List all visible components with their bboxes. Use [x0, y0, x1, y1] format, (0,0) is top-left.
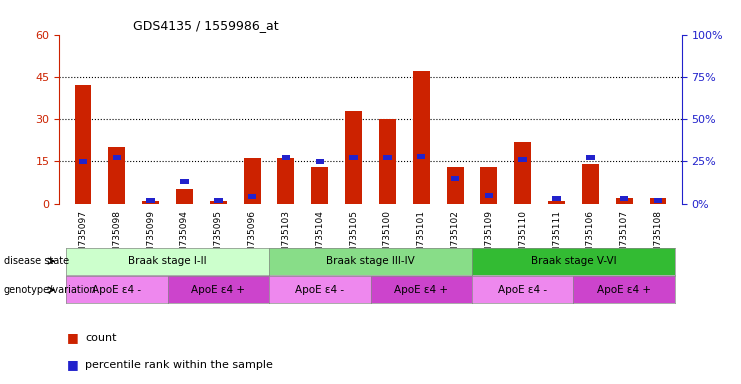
Bar [176, 189, 193, 204]
Bar [514, 142, 531, 204]
Bar [582, 164, 599, 204]
Bar [650, 198, 666, 204]
Bar [142, 201, 159, 204]
Bar [113, 156, 121, 161]
Text: genotype/variation: genotype/variation [4, 285, 96, 295]
Bar [210, 201, 227, 204]
Bar [383, 156, 392, 161]
Text: disease state: disease state [4, 256, 69, 266]
Bar [349, 156, 358, 161]
Bar [552, 196, 561, 201]
Bar [316, 159, 324, 164]
Text: ApoE ε4 -: ApoE ε4 - [92, 285, 142, 295]
Bar [244, 159, 261, 204]
Text: Braak stage III-IV: Braak stage III-IV [326, 256, 415, 266]
Bar [214, 198, 222, 203]
Bar [413, 71, 430, 204]
Bar [108, 147, 125, 204]
Bar [485, 192, 493, 198]
Bar [277, 159, 294, 204]
Bar [417, 154, 425, 159]
Bar [620, 196, 628, 201]
Bar [548, 201, 565, 204]
Text: ApoE ε4 +: ApoE ε4 + [597, 285, 651, 295]
Bar [282, 156, 290, 161]
Text: ApoE ε4 -: ApoE ε4 - [295, 285, 345, 295]
Bar [379, 119, 396, 204]
Text: percentile rank within the sample: percentile rank within the sample [85, 360, 273, 370]
Bar [345, 111, 362, 204]
Bar [519, 157, 527, 162]
Text: ApoE ε4 +: ApoE ε4 + [394, 285, 448, 295]
Bar [180, 179, 189, 184]
Bar [654, 198, 662, 203]
Text: ApoE ε4 +: ApoE ε4 + [191, 285, 245, 295]
Text: ■: ■ [67, 358, 79, 371]
Bar [147, 198, 155, 203]
Bar [311, 167, 328, 204]
Text: ApoE ε4 -: ApoE ε4 - [498, 285, 548, 295]
Bar [79, 159, 87, 164]
Bar [586, 156, 594, 161]
Bar [75, 85, 91, 204]
Bar [451, 175, 459, 181]
Bar [480, 167, 497, 204]
Text: count: count [85, 333, 117, 343]
Text: ■: ■ [67, 331, 79, 344]
Text: GDS4135 / 1559986_at: GDS4135 / 1559986_at [133, 19, 279, 32]
Text: Braak stage V-VI: Braak stage V-VI [531, 256, 617, 266]
Bar [616, 198, 633, 204]
Bar [447, 167, 464, 204]
Bar [248, 194, 256, 199]
Text: Braak stage I-II: Braak stage I-II [128, 256, 207, 266]
